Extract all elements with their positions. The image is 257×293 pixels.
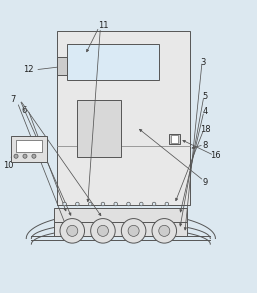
Circle shape xyxy=(23,154,27,158)
Circle shape xyxy=(91,219,115,243)
Text: 12: 12 xyxy=(24,65,34,74)
Text: 6: 6 xyxy=(21,106,26,115)
Bar xyxy=(67,44,159,80)
Circle shape xyxy=(101,202,105,206)
Circle shape xyxy=(63,202,66,206)
Text: 18: 18 xyxy=(200,125,210,134)
Circle shape xyxy=(97,225,108,236)
Circle shape xyxy=(152,219,177,243)
Text: 9: 9 xyxy=(203,178,208,187)
Circle shape xyxy=(152,202,156,206)
Text: 3: 3 xyxy=(200,58,205,67)
Text: 4: 4 xyxy=(203,108,208,117)
Bar xyxy=(54,208,187,222)
Circle shape xyxy=(88,202,92,206)
Circle shape xyxy=(32,154,36,158)
Bar xyxy=(77,100,121,157)
Circle shape xyxy=(14,154,18,158)
Circle shape xyxy=(67,225,78,236)
Circle shape xyxy=(114,202,117,206)
Text: 5: 5 xyxy=(203,92,208,101)
Circle shape xyxy=(159,225,170,236)
Circle shape xyxy=(76,202,79,206)
Circle shape xyxy=(128,225,139,236)
Circle shape xyxy=(60,219,85,243)
Circle shape xyxy=(121,219,146,243)
Text: 7: 7 xyxy=(11,95,16,104)
Circle shape xyxy=(127,202,130,206)
Text: 8: 8 xyxy=(203,141,208,150)
Text: 10: 10 xyxy=(3,161,14,171)
Text: 11: 11 xyxy=(98,21,108,30)
Circle shape xyxy=(165,202,169,206)
Bar xyxy=(57,31,190,205)
Circle shape xyxy=(140,202,143,206)
Bar xyxy=(11,136,47,162)
Text: 16: 16 xyxy=(210,151,221,160)
Bar xyxy=(16,140,42,151)
Bar xyxy=(171,135,178,143)
Bar xyxy=(54,222,187,236)
Bar xyxy=(169,134,180,144)
Bar xyxy=(57,57,67,75)
